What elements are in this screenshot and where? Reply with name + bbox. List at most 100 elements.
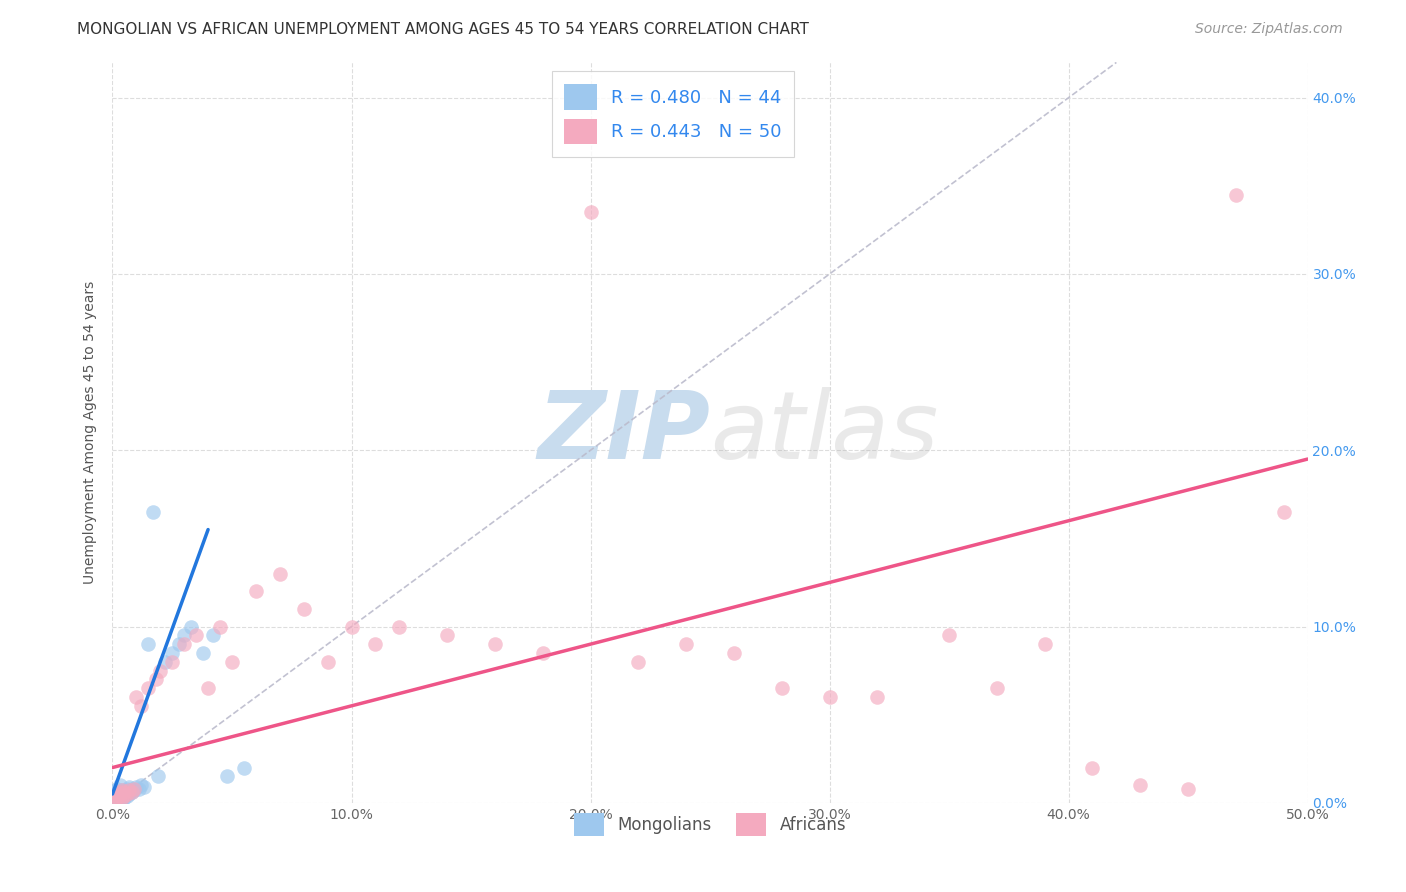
Point	[1177, 781, 1199, 796]
Point	[111, 790, 134, 805]
Point	[1033, 637, 1056, 651]
Point	[118, 780, 141, 794]
Point	[115, 787, 138, 801]
Point	[292, 602, 315, 616]
Text: ZIP: ZIP	[537, 386, 710, 479]
Point	[201, 628, 224, 642]
Point	[146, 769, 169, 783]
Point	[104, 789, 127, 803]
Point	[108, 789, 131, 803]
Point	[340, 619, 363, 633]
Point	[105, 789, 128, 803]
Text: atlas: atlas	[710, 387, 938, 478]
Point	[675, 637, 697, 651]
Point	[104, 789, 127, 803]
Y-axis label: Unemployment Among Ages 45 to 54 years: Unemployment Among Ages 45 to 54 years	[83, 281, 97, 584]
Point	[770, 681, 793, 696]
Point	[364, 637, 387, 651]
Point	[114, 785, 135, 799]
Point	[108, 785, 131, 799]
Point	[111, 792, 134, 806]
Point	[186, 628, 208, 642]
Point	[104, 792, 127, 806]
Point	[169, 637, 191, 651]
Point	[217, 769, 239, 783]
Point	[484, 637, 506, 651]
Point	[105, 792, 128, 806]
Point	[723, 646, 745, 660]
Point	[105, 790, 128, 805]
Point	[149, 664, 172, 678]
Point	[1129, 778, 1152, 792]
Point	[138, 637, 160, 651]
Point	[108, 785, 131, 799]
Point	[938, 628, 960, 642]
Point	[104, 783, 127, 797]
Point	[129, 778, 152, 792]
Point	[111, 790, 134, 805]
Point	[121, 785, 143, 799]
Point	[108, 778, 131, 792]
Point	[108, 792, 131, 806]
Point	[209, 619, 232, 633]
Point	[173, 637, 195, 651]
Point	[129, 698, 152, 713]
Point	[132, 780, 155, 794]
Point	[180, 619, 202, 633]
Point	[388, 619, 411, 633]
Point	[627, 655, 650, 669]
Point	[173, 628, 195, 642]
Point	[111, 787, 134, 801]
Point	[105, 790, 128, 805]
Point	[108, 789, 131, 803]
Point	[153, 655, 176, 669]
Point	[125, 780, 148, 794]
Text: MONGOLIAN VS AFRICAN UNEMPLOYMENT AMONG AGES 45 TO 54 YEARS CORRELATION CHART: MONGOLIAN VS AFRICAN UNEMPLOYMENT AMONG …	[77, 22, 810, 37]
Point	[818, 690, 841, 704]
Point	[104, 790, 127, 805]
Point	[125, 690, 148, 704]
Point	[142, 505, 165, 519]
Point	[114, 785, 135, 799]
Legend: Mongolians, Africans: Mongolians, Africans	[564, 803, 856, 847]
Point	[579, 205, 602, 219]
Point	[145, 673, 167, 687]
Point	[122, 783, 145, 797]
Point	[128, 781, 150, 796]
Point	[221, 655, 243, 669]
Point	[122, 781, 145, 796]
Point	[245, 584, 267, 599]
Point	[1272, 505, 1295, 519]
Point	[111, 783, 134, 797]
Text: Source: ZipAtlas.com: Source: ZipAtlas.com	[1195, 22, 1343, 37]
Point	[162, 646, 183, 660]
Point	[193, 646, 215, 660]
Point	[1081, 760, 1104, 774]
Point	[162, 655, 183, 669]
Point	[105, 787, 128, 801]
Point	[115, 781, 138, 796]
Point	[108, 790, 131, 805]
Point	[114, 789, 135, 803]
Point	[114, 789, 135, 803]
Point	[105, 781, 128, 796]
Point	[986, 681, 1008, 696]
Point	[436, 628, 458, 642]
Point	[138, 681, 160, 696]
Point	[105, 785, 128, 799]
Point	[531, 646, 554, 660]
Point	[269, 566, 291, 581]
Point	[233, 760, 256, 774]
Point	[118, 783, 141, 797]
Point	[866, 690, 889, 704]
Point	[316, 655, 339, 669]
Point	[197, 681, 219, 696]
Point	[104, 787, 127, 801]
Point	[115, 789, 138, 803]
Point	[1225, 187, 1247, 202]
Point	[111, 783, 134, 797]
Point	[121, 785, 143, 799]
Point	[118, 787, 141, 801]
Point	[121, 781, 143, 796]
Point	[114, 790, 135, 805]
